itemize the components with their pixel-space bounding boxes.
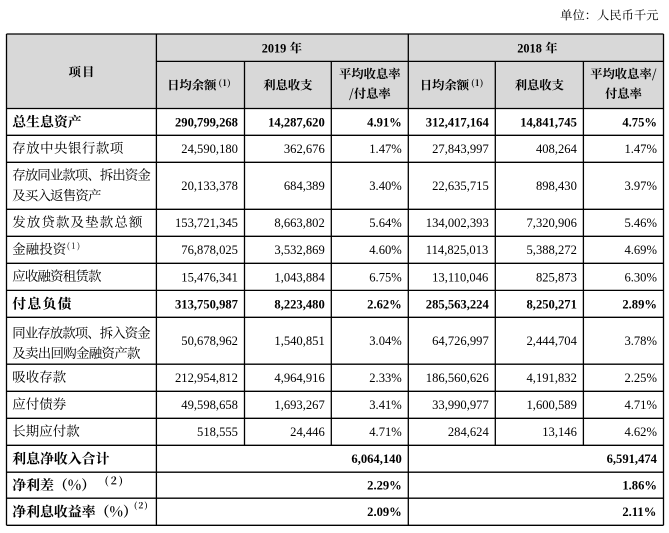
svg-text:284,624: 284,624 [448,425,490,439]
svg-text:22,635,715: 22,635,715 [432,179,489,193]
svg-text:2019: 2019 [262,41,287,55]
svg-text:134,002,393: 134,002,393 [426,216,489,230]
svg-text:6.75%: 6.75% [369,270,402,284]
svg-text:1.47%: 1.47% [369,142,402,156]
svg-text:3.97%: 3.97% [624,179,657,193]
svg-text:518,555: 518,555 [197,425,238,439]
svg-text:114,825,013: 114,825,013 [426,243,489,257]
svg-text:4.60%: 4.60% [369,243,402,257]
svg-text:14,841,745: 14,841,745 [520,115,577,129]
svg-text:285,563,224: 285,563,224 [426,297,490,311]
svg-text:7,320,906: 7,320,906 [527,216,577,230]
svg-text:1,693,267: 1,693,267 [274,398,324,412]
svg-text:33,990,977: 33,990,977 [432,398,489,412]
svg-text:2.33%: 2.33% [369,371,402,385]
svg-text:312,417,164: 312,417,164 [426,115,490,129]
svg-text:2.62%: 2.62% [367,297,402,311]
svg-text:1.86%: 1.86% [622,479,657,493]
svg-text:24,590,180: 24,590,180 [181,142,238,156]
svg-text:2.25%: 2.25% [624,371,657,385]
svg-text:3.41%: 3.41% [369,398,402,412]
svg-text:2.89%: 2.89% [622,297,657,311]
svg-text:20,133,378: 20,133,378 [181,179,238,193]
svg-text:50,678,962: 50,678,962 [181,334,238,348]
svg-text:13,146: 13,146 [542,425,577,439]
svg-text:4.62%: 4.62% [624,425,657,439]
svg-text:8,663,802: 8,663,802 [274,216,324,230]
svg-text:4,191,832: 4,191,832 [527,371,577,385]
svg-text:153,721,345: 153,721,345 [175,216,238,230]
svg-text:3,532,869: 3,532,869 [274,243,324,257]
svg-text:4.71%: 4.71% [369,425,402,439]
svg-text:1,540,851: 1,540,851 [274,334,324,348]
svg-text:186,560,626: 186,560,626 [426,371,489,385]
svg-text:15,476,341: 15,476,341 [181,270,238,284]
svg-text:4.71%: 4.71% [624,398,657,412]
svg-text:684,389: 684,389 [284,179,325,193]
svg-text:4.91%: 4.91% [367,115,402,129]
svg-text:5.64%: 5.64% [369,216,402,230]
svg-text:3.04%: 3.04% [369,334,402,348]
svg-text:2.29%: 2.29% [367,479,402,493]
svg-text:1,600,589: 1,600,589 [527,398,577,412]
svg-text:2.11%: 2.11% [622,505,656,519]
svg-text:49,598,658: 49,598,658 [181,398,238,412]
svg-text:8,250,271: 8,250,271 [527,297,577,311]
svg-text:825,873: 825,873 [536,270,577,284]
svg-text:362,676: 362,676 [284,142,325,156]
svg-text:24,446: 24,446 [290,425,325,439]
svg-text:5,388,272: 5,388,272 [527,243,577,257]
svg-text:27,843,997: 27,843,997 [432,142,489,156]
svg-text:313,750,987: 313,750,987 [175,297,238,311]
svg-text:3.78%: 3.78% [624,334,657,348]
svg-text:8,223,480: 8,223,480 [274,297,324,311]
svg-text:64,726,997: 64,726,997 [432,334,489,348]
svg-text:4,964,916: 4,964,916 [274,371,324,385]
svg-text:2,444,704: 2,444,704 [527,334,578,348]
svg-text:6,591,474: 6,591,474 [607,452,658,466]
svg-text:4.69%: 4.69% [624,243,657,257]
svg-text:1.47%: 1.47% [624,142,657,156]
svg-text:5.46%: 5.46% [624,216,657,230]
svg-text:13,110,046: 13,110,046 [432,270,488,284]
svg-text:4.75%: 4.75% [622,115,657,129]
svg-text:6.30%: 6.30% [624,270,657,284]
svg-text:898,430: 898,430 [536,179,577,193]
svg-text:1,043,884: 1,043,884 [274,270,325,284]
svg-text:6,064,140: 6,064,140 [351,452,401,466]
svg-text:212,954,812: 212,954,812 [175,371,238,385]
svg-text:2.09%: 2.09% [367,505,402,519]
svg-text:290,799,268: 290,799,268 [175,115,238,129]
svg-text:408,264: 408,264 [536,142,578,156]
svg-text:76,878,025: 76,878,025 [181,243,238,257]
svg-text:2018: 2018 [517,41,542,55]
svg-text:14,287,620: 14,287,620 [268,115,325,129]
svg-text:3.40%: 3.40% [369,179,402,193]
